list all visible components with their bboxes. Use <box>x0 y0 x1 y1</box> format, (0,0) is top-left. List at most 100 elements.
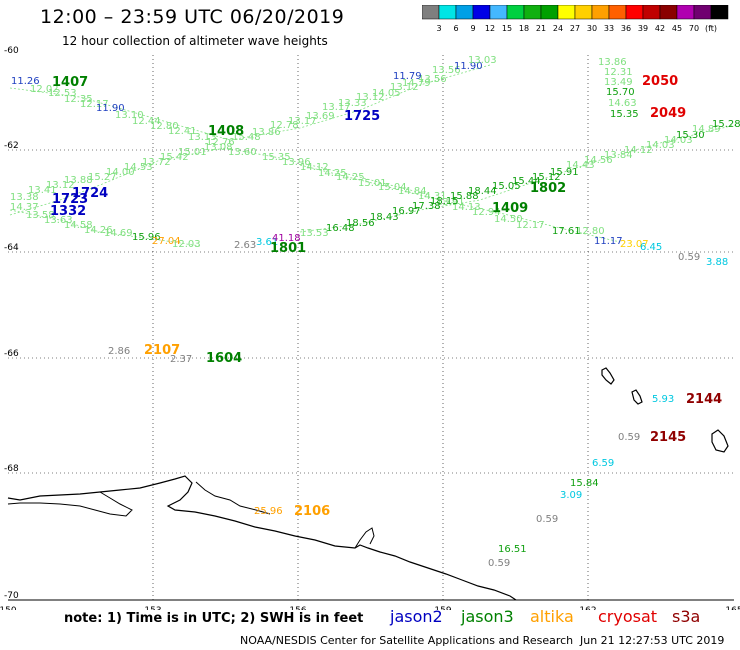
satellite-track <box>9 147 431 216</box>
swh-value-label: 13.72 <box>142 157 171 168</box>
swh-value-label: 2.86 <box>108 346 130 357</box>
lat-tick-label: -60 <box>4 46 19 56</box>
scale-swatch <box>710 5 729 20</box>
swh-value-label: 12.94 <box>472 207 501 218</box>
legend-cryosat: cryosat <box>598 607 658 626</box>
island-1 <box>601 367 615 385</box>
swh-value-label: 13.08 <box>204 142 233 153</box>
swh-value-label: 14.25 <box>318 168 347 179</box>
swh-value-label: 14.43 <box>566 160 595 171</box>
swh-value-label: 16.97 <box>392 206 421 217</box>
swh-value-label: 14.37 <box>10 202 39 213</box>
scale-label: 33 <box>604 24 614 33</box>
swh-value-label: 13.17 <box>322 102 351 113</box>
swh-value-label: 15.96 <box>132 232 161 243</box>
pass-time-label: 1725 <box>344 109 380 124</box>
swh-value-label: 18.43 <box>370 212 399 223</box>
page-title: 12:00 – 23:59 UTC 06/20/2019 <box>40 6 345 28</box>
swh-value-label: 6.59 <box>592 458 614 469</box>
pass-time-label: 1801 <box>270 241 306 256</box>
swh-value-label: 2.37 <box>170 354 192 365</box>
swh-value-label: 18.15 <box>430 196 459 207</box>
swh-value-label: 13.63 <box>44 215 73 226</box>
wave-height-map: 11.2612.0212.5312.3512.1711.9013.1012.44… <box>0 46 740 610</box>
swh-value-label: 17.38 <box>412 201 441 212</box>
swh-value-label: 6.45 <box>640 242 662 253</box>
swh-value-label: 5.93 <box>652 394 674 405</box>
swh-value-label: 14.56 <box>584 155 613 166</box>
scale-label: 21 <box>536 24 546 33</box>
pass-time-label: 1332 <box>50 204 86 219</box>
scale-label: 12 <box>485 24 495 33</box>
swh-value-label: 12.02 <box>30 84 59 95</box>
swh-value-label: 14.13 <box>452 202 481 213</box>
satellite-track <box>299 124 736 233</box>
pass-time-label: 1604 <box>206 351 242 366</box>
legend-jason3: jason3 <box>461 607 514 626</box>
swh-value-label: 16.48 <box>326 223 355 234</box>
swh-value-label: 12.31 <box>604 67 633 78</box>
swh-value-label: 15.30 <box>676 130 705 141</box>
swh-value-label: 13.49 <box>604 77 633 88</box>
swh-value-label: 13.17 <box>288 116 317 127</box>
swh-value-label: 11.90 <box>454 61 483 72</box>
legend-altika: altika <box>530 607 574 626</box>
swh-value-label: 13.12 <box>390 82 419 93</box>
scale-label: 36 <box>621 24 631 33</box>
swh-value-label: 12.17 <box>516 220 545 231</box>
swh-value-label: 15.04 <box>378 182 407 193</box>
scale-label: 9 <box>470 24 475 33</box>
swh-value-label: 14.12 <box>624 145 653 156</box>
swh-value-label: 13.88 <box>64 175 93 186</box>
scale-label: (ft) <box>705 24 717 33</box>
swh-value-label: 15.12 <box>532 172 561 183</box>
swh-value-label: 13.84 <box>604 150 633 161</box>
satellite-track <box>9 64 491 141</box>
island-2 <box>631 389 643 405</box>
swh-value-label: 13.60 <box>228 147 257 158</box>
antarctic-coastline <box>7 475 517 601</box>
swh-value-label: 13.03 <box>468 55 497 66</box>
swh-value-label: 23.07 <box>620 239 649 250</box>
swh-value-label: 11.17 <box>594 236 623 247</box>
swh-value-label: 13.56 <box>418 74 447 85</box>
swh-value-label: 18.56 <box>346 218 375 229</box>
swh-value-label: 12.80 <box>150 121 179 132</box>
swh-value-label: 14.25 <box>336 172 365 183</box>
swh-value-label: 14.69 <box>104 228 133 239</box>
lat-tick-label: -68 <box>4 464 19 474</box>
scale-label: 3 <box>436 24 441 33</box>
wave-height-labels: 11.2612.0212.5312.3512.1711.9013.1012.44… <box>10 55 740 569</box>
swh-value-label: 12.41 <box>168 126 197 137</box>
swh-value-label: 15.01 <box>358 178 387 189</box>
swh-value-label: 14.63 <box>608 98 637 109</box>
footer-note: note: 1) Time is in UTC; 2) SWH is in fe… <box>64 611 364 626</box>
swh-value-label: 18.44 <box>468 186 497 197</box>
lon-tick-label: 162 <box>579 606 596 610</box>
lat-tick-label: -64 <box>4 243 19 253</box>
swh-value-label: 13.33 <box>338 98 367 109</box>
swh-value-label: 15.35 <box>610 109 639 120</box>
scale-label: 27 <box>570 24 580 33</box>
pass-time-label: 1724 <box>72 186 108 201</box>
map-axes: 150 153 156 159 162 165 -60 -62 -64 -66 -68 -70 <box>0 46 740 610</box>
pass-time-label: 1407 <box>52 75 88 90</box>
swh-value-label: 14.00 <box>106 167 135 178</box>
swh-value-label: 13.10 <box>115 110 144 121</box>
scale-label: 24 <box>553 24 563 33</box>
swh-value-label: 14.84 <box>398 186 427 197</box>
coast-islets <box>195 481 271 515</box>
swh-value-label: 13.41 <box>28 185 57 196</box>
swh-value-label: 13.53 <box>300 228 329 239</box>
swh-value-label: 13.91 <box>436 197 465 208</box>
swh-value-label: 11.79 <box>393 71 422 82</box>
swh-value-label: 15.70 <box>606 87 635 98</box>
swh-value-label: 16.51 <box>498 544 527 555</box>
swh-value-label: 14.03 <box>664 135 693 146</box>
swh-value-label: 12.78 <box>270 120 299 131</box>
legend-jason2: jason2 <box>390 607 443 626</box>
scale-label: 39 <box>638 24 648 33</box>
swh-value-label: 15.27 <box>88 172 117 183</box>
swh-value-label: 14.12 <box>300 162 329 173</box>
lat-tick-label: -66 <box>4 349 19 359</box>
